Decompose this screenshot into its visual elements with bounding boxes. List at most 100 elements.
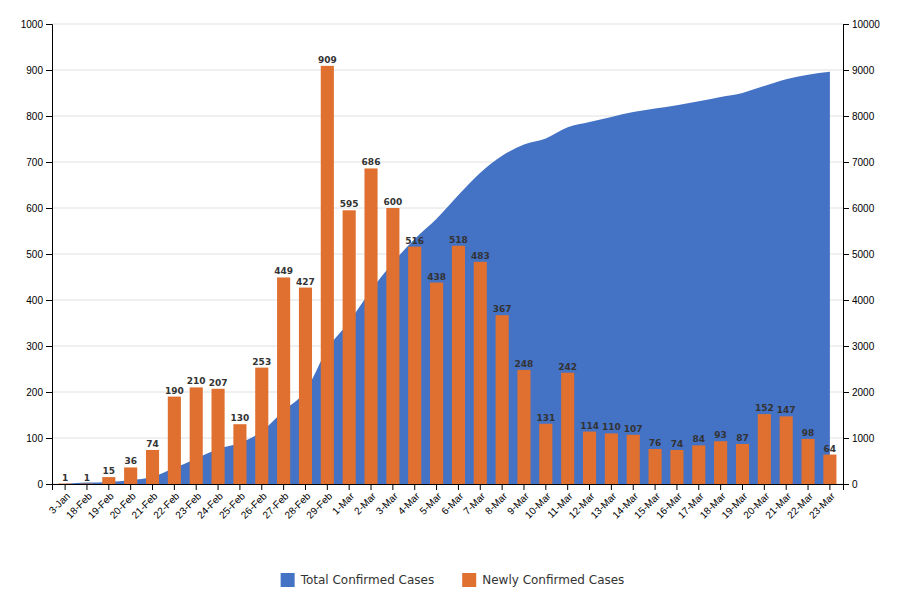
legend-label: Newly Confirmed Cases: [482, 573, 624, 587]
y2-tick-label: 2000: [852, 387, 875, 398]
bar: [736, 444, 749, 484]
legend-swatch: [281, 573, 295, 587]
y-tick-mark: [46, 162, 52, 163]
y2-tick-mark: [843, 24, 849, 25]
data-label: 518: [449, 235, 468, 245]
bar: [692, 445, 705, 484]
x-tick: 1-Mar: [330, 484, 357, 517]
x-tick-mark: [786, 484, 787, 490]
y-tick-mark: [46, 116, 52, 117]
y2-tick: 7000: [843, 157, 875, 168]
x-tick-mark: [349, 484, 350, 490]
bar: [277, 277, 290, 484]
data-label: 107: [624, 424, 643, 434]
y-tick: 200: [26, 387, 52, 398]
x-tick-mark: [742, 484, 743, 490]
y2-tick-mark: [843, 300, 849, 301]
x-tick-mark: [545, 484, 546, 490]
y-tick: 400: [26, 295, 52, 306]
data-label: 36: [124, 456, 137, 466]
y-tick-mark: [46, 300, 52, 301]
bar: [605, 433, 618, 484]
data-label: 84: [693, 434, 706, 444]
data-label: 93: [714, 430, 727, 440]
data-label: 427: [296, 277, 315, 287]
x-tick-label: 3-Mar: [374, 490, 401, 517]
y-tick: 500: [26, 249, 52, 260]
x-tick: 4-Mar: [396, 484, 423, 517]
y2-tick: 6000: [843, 203, 875, 214]
bar: [670, 450, 683, 484]
y-tick-label: 400: [26, 295, 43, 306]
x-tick-label: 2-Mar: [352, 490, 379, 517]
data-label: 438: [427, 272, 446, 282]
data-label: 253: [252, 357, 271, 367]
y-axis-line: [46, 25, 53, 485]
bar: [627, 435, 640, 484]
data-label: 595: [340, 199, 359, 209]
x-tick-mark: [720, 484, 721, 490]
y-tick: 900: [26, 65, 52, 76]
x-tick-mark: [371, 484, 372, 490]
y2-tick: 1000: [843, 433, 875, 444]
y-tick-label: 300: [26, 341, 43, 352]
y2-tick-mark: [843, 162, 849, 163]
data-label: 1: [84, 473, 90, 483]
y2-axis-line: [844, 25, 850, 485]
data-label: 449: [274, 266, 293, 276]
y-tick: 1000: [21, 19, 52, 30]
x-tick-mark: [174, 484, 175, 490]
x-tick-label: 29-Feb: [304, 490, 334, 520]
bar: [430, 283, 443, 484]
data-label: 87: [736, 433, 749, 443]
y2-tick: 3000: [843, 341, 875, 352]
x-tick: 8-Mar: [483, 484, 510, 517]
data-label: 600: [383, 197, 402, 207]
data-label: 210: [187, 376, 206, 386]
y-tick-label: 900: [26, 65, 43, 76]
marks: [59, 66, 837, 484]
y-tick: 0: [37, 479, 52, 490]
chart: 3-Jan18-Feb19-Feb20-Feb21-Feb22-Feb23-Fe…: [0, 0, 905, 602]
y2-tick-label: 6000: [852, 203, 875, 214]
bar: [255, 368, 268, 484]
y2-tick: 4000: [843, 295, 875, 306]
x-axis: 3-Jan18-Feb19-Feb20-Feb21-Feb22-Feb23-Fe…: [47, 484, 844, 521]
y-tick: 700: [26, 157, 52, 168]
data-label: 15: [103, 466, 116, 476]
data-label: 130: [231, 413, 250, 423]
data-label: 516: [405, 236, 424, 246]
x-tick-mark: [218, 484, 219, 490]
bar: [583, 432, 596, 484]
bar: [343, 210, 356, 484]
data-label: 114: [580, 421, 599, 431]
y-tick-label: 500: [26, 249, 43, 260]
data-label: 98: [802, 428, 815, 438]
y2-tick-mark: [843, 116, 849, 117]
x-tick-mark: [108, 484, 109, 490]
y2-tick: 10000: [843, 19, 880, 30]
legend-item: Total Confirmed Cases: [281, 573, 435, 587]
x-tick-mark: [808, 484, 809, 490]
data-label: 190: [165, 386, 184, 396]
legend-item: Newly Confirmed Cases: [462, 573, 624, 587]
bar: [364, 168, 377, 484]
y2-tick-mark: [843, 346, 849, 347]
x-tick-label: 5-Mar: [417, 490, 444, 517]
legend-swatch: [462, 573, 476, 587]
y-tick: 300: [26, 341, 52, 352]
bar: [80, 483, 93, 484]
y-tick: 600: [26, 203, 52, 214]
y2-tick-mark: [843, 70, 849, 71]
y2-tick-mark: [843, 484, 849, 485]
x-tick: 6-Mar: [439, 484, 466, 517]
y2-tick-label: 0: [852, 479, 858, 490]
bar: [496, 315, 509, 484]
bar: [452, 246, 465, 484]
x-tick: 7-Mar: [461, 484, 488, 517]
grid-line: [52, 24, 843, 25]
x-tick-mark: [655, 484, 656, 490]
grid-line: [52, 70, 843, 71]
y2-tick-label: 7000: [852, 157, 875, 168]
y-axis: 01002003004005006007008009001000: [21, 19, 53, 490]
